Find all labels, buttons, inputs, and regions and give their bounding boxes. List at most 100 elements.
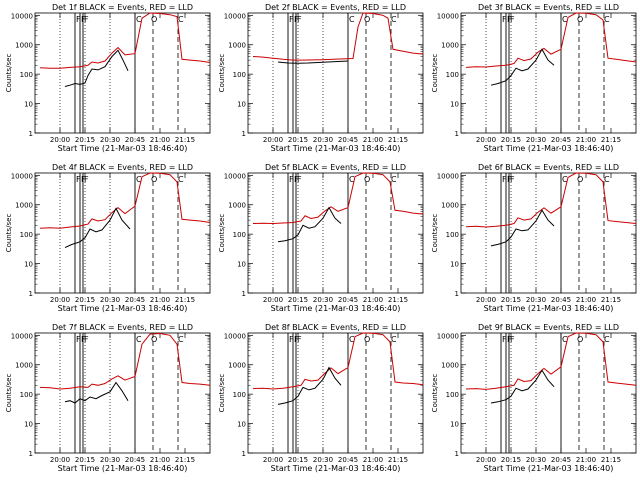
marker-letter: F (81, 15, 86, 24)
panel-title: Det 7f BLACK = Events, RED = LLD (52, 323, 193, 332)
x-tick-label: 20:00 (476, 136, 496, 144)
marker-letter: F (507, 335, 512, 344)
x-tick-label: 20:45 (338, 456, 358, 464)
y-axis-label: Counts/sec (5, 214, 13, 253)
series-events (64, 207, 131, 249)
marker-letter: F (84, 175, 89, 184)
marker-letter: F (81, 335, 86, 344)
x-tick-label: 20:45 (125, 456, 145, 464)
y-tick-label: 1000 (441, 362, 459, 370)
series-lld (39, 12, 211, 69)
y-tick-label: 1 (455, 290, 459, 298)
series-lld (465, 332, 637, 390)
marker-letter: C (391, 15, 397, 24)
y-tick-label: 1000 (15, 42, 33, 50)
x-tick-label: 21:15 (388, 136, 408, 144)
marker-letter: F (507, 15, 512, 24)
x-tick-label: 21:15 (175, 456, 195, 464)
y-tick-label: 100 (20, 231, 33, 239)
panel-title: Det 9f BLACK = Events, RED = LLD (478, 323, 619, 332)
marker-letter: O (577, 175, 583, 184)
x-axis-label: Start Time (21-Mar-03 18:46:40) (484, 464, 614, 473)
marker-letter: F (294, 335, 299, 344)
series-lld (39, 332, 211, 390)
series-events (64, 49, 129, 87)
y-tick-label: 1 (455, 130, 459, 138)
plot-frame (34, 172, 211, 294)
marker-letter: C (604, 175, 610, 184)
marker-letter: C (178, 335, 184, 344)
y-tick-label: 10 (450, 421, 459, 429)
panel-3: Det 3f BLACK = Events, RED = LLD 1 10 100 10… (431, 3, 637, 153)
series-events (490, 48, 555, 86)
x-tick-label: 20:00 (476, 296, 496, 304)
panel-7: Det 7f BLACK = Events, RED = LLD 1 10 100 10… (5, 323, 211, 473)
series-events (64, 381, 129, 404)
y-axis-label: Counts/sec (431, 214, 439, 253)
plot-frame (460, 332, 637, 454)
plot-frame (460, 172, 637, 294)
y-axis-label: Counts/sec (5, 374, 13, 413)
marker-letter: F (297, 335, 302, 344)
x-tick-label: 21:00 (150, 296, 170, 304)
y-tick-label: 1000 (441, 202, 459, 210)
panel-2: Det 2f BLACK = Events, RED = LLD 1 10 100 10… (218, 3, 424, 153)
panel-5: Det 5f BLACK = Events, RED = LLD 1 10 100 10… (218, 163, 424, 313)
x-tick-label: 20:45 (551, 136, 571, 144)
panel-title: Det 2f BLACK = Events, RED = LLD (265, 3, 406, 12)
x-axis-label: Start Time (21-Mar-03 18:46:40) (271, 144, 401, 153)
x-tick-label: 20:00 (50, 456, 70, 464)
panel-8: Det 8f BLACK = Events, RED = LLD 1 10 100 10… (218, 323, 424, 473)
marker-letter: F (297, 15, 302, 24)
y-tick-label: 1000 (441, 42, 459, 50)
series-events (277, 366, 342, 405)
y-tick-label: 1 (455, 450, 459, 458)
marker-letter: F (510, 335, 515, 344)
y-tick-label: 10 (24, 261, 33, 269)
x-axis-label: Start Time (21-Mar-03 18:46:40) (58, 144, 188, 153)
x-tick-label: 20:15 (75, 296, 95, 304)
x-tick-label: 20:30 (526, 296, 546, 304)
y-tick-label: 10000 (11, 172, 33, 180)
marker-letter: C (136, 175, 142, 184)
y-tick-label: 100 (20, 71, 33, 79)
plot-frame (460, 12, 637, 134)
y-tick-label: 10 (24, 101, 33, 109)
x-tick-label: 21:15 (388, 456, 408, 464)
y-tick-label: 10000 (224, 332, 246, 340)
y-axis-label: Counts/sec (218, 54, 226, 93)
marker-letter: C (562, 15, 568, 24)
plot-frame (247, 12, 424, 134)
plot-frame (247, 172, 424, 294)
y-tick-label: 1 (29, 290, 33, 298)
y-axis-label: Counts/sec (431, 54, 439, 93)
marker-letter: F (502, 15, 507, 24)
series-lld (465, 172, 637, 228)
y-tick-label: 10 (237, 101, 246, 109)
y-tick-label: 1 (242, 130, 246, 138)
y-tick-label: 1 (242, 290, 246, 298)
y-tick-label: 10000 (11, 332, 33, 340)
marker-letter: C (391, 335, 397, 344)
y-tick-label: 1000 (228, 202, 246, 210)
y-axis-label: Counts/sec (431, 374, 439, 413)
x-tick-label: 20:30 (313, 136, 333, 144)
x-tick-label: 21:15 (601, 136, 621, 144)
y-tick-label: 100 (446, 231, 459, 239)
x-tick-label: 20:15 (501, 296, 521, 304)
x-tick-label: 20:30 (313, 296, 333, 304)
y-tick-label: 10 (450, 261, 459, 269)
x-tick-label: 20:30 (100, 456, 120, 464)
x-tick-label: 20:15 (288, 296, 308, 304)
y-tick-label: 100 (20, 391, 33, 399)
marker-letter: C (178, 15, 184, 24)
marker-letter: O (364, 335, 370, 344)
y-tick-label: 10000 (224, 172, 246, 180)
marker-letter: C (136, 335, 142, 344)
y-tick-label: 100 (233, 231, 246, 239)
marker-letter: C (136, 15, 142, 24)
x-axis-label: Start Time (21-Mar-03 18:46:40) (58, 464, 188, 473)
y-tick-label: 100 (233, 391, 246, 399)
